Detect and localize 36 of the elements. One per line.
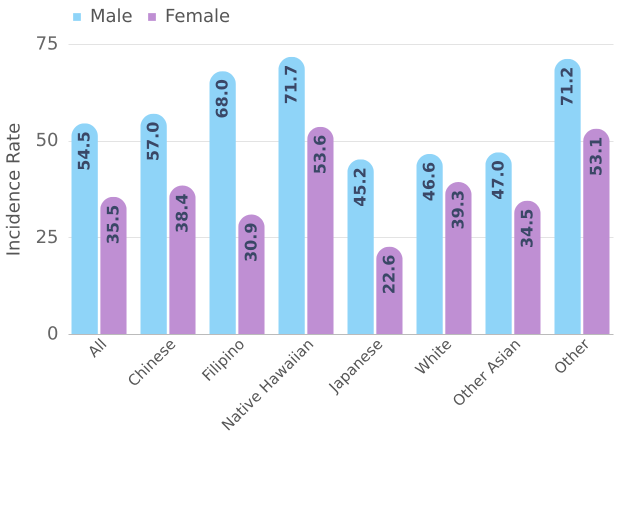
- bar: [554, 58, 581, 334]
- data-label: 57.0: [144, 122, 163, 162]
- data-label: 71.7: [282, 64, 301, 104]
- data-label: 53.1: [586, 136, 606, 176]
- x-tick-label: All: [84, 335, 110, 361]
- legend-label: Male: [90, 6, 133, 27]
- data-label: 47.0: [488, 160, 508, 200]
- data-label: 46.6: [420, 162, 439, 202]
- data-label: 71.2: [558, 66, 577, 106]
- data-label: 34.5: [517, 208, 536, 248]
- bar: [278, 56, 305, 334]
- y-tick-label: 0: [47, 324, 58, 344]
- data-label: 39.3: [448, 190, 468, 230]
- bar: [169, 186, 196, 334]
- data-label: 68.0: [212, 79, 232, 119]
- bar: [485, 152, 512, 334]
- data-label: 54.5: [74, 131, 94, 171]
- y-tick-label: 50: [36, 130, 58, 152]
- legend-label: Female: [165, 6, 230, 27]
- data-label: 22.6: [379, 254, 398, 294]
- bar: [307, 126, 334, 334]
- y-tick-label: 25: [36, 226, 58, 248]
- bar: [416, 154, 443, 334]
- bar: [583, 128, 610, 334]
- data-label: 38.4: [172, 194, 192, 234]
- data-label: 30.9: [241, 222, 260, 262]
- data-label: 53.6: [310, 134, 330, 174]
- data-label: 35.5: [103, 204, 122, 244]
- bar: [347, 159, 374, 334]
- y-tick-label: 75: [36, 34, 58, 54]
- bar: [71, 123, 98, 334]
- bar: [209, 71, 236, 334]
- bar: [445, 182, 472, 334]
- data-label: 45.2: [350, 167, 370, 207]
- y-axis-title: Incidence Rate: [4, 122, 25, 256]
- bar: [140, 114, 167, 334]
